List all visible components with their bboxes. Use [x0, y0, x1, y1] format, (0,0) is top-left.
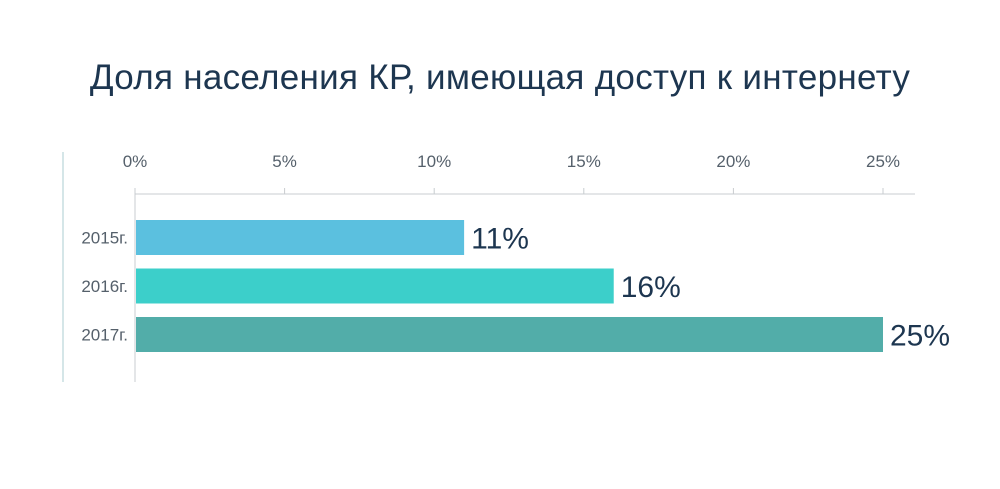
data-label: 25% — [890, 320, 950, 353]
category-label: 2015г. — [81, 229, 128, 248]
x-tick-label: 25% — [866, 152, 900, 171]
data-label: 11% — [471, 223, 529, 256]
bar — [136, 220, 465, 255]
bar — [136, 317, 883, 352]
category-label: 2016г. — [81, 277, 128, 296]
x-tick-label: 20% — [716, 152, 750, 171]
data-label: 16% — [621, 271, 681, 304]
category-label: 2017г. — [81, 326, 128, 345]
x-tick-label: 0% — [123, 152, 148, 171]
x-tick-label: 10% — [417, 152, 451, 171]
x-tick-label: 15% — [567, 152, 601, 171]
x-tick-label: 5% — [272, 152, 297, 171]
chart-title: Доля населения КР, имеющая доступ к инте… — [89, 58, 911, 97]
bar — [136, 268, 614, 304]
